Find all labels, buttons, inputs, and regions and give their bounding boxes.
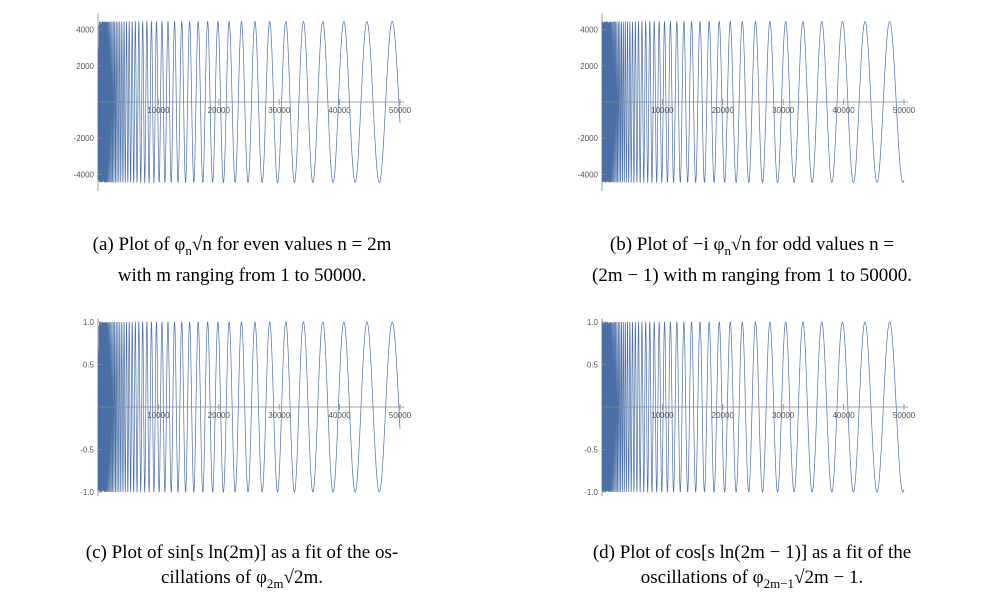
x-tick-label: 40000 bbox=[832, 411, 855, 420]
x-tick-label: 30000 bbox=[268, 106, 291, 115]
x-tick-label: 20000 bbox=[208, 411, 231, 420]
x-tick-label: 50000 bbox=[893, 106, 916, 115]
x-tick-label: 10000 bbox=[651, 106, 674, 115]
y-tick-label: 1.0 bbox=[83, 318, 95, 327]
x-tick-label: 50000 bbox=[893, 411, 916, 420]
y-tick-label: 0.5 bbox=[83, 361, 95, 370]
y-tick-label: 4000 bbox=[76, 26, 94, 35]
x-tick-label: 30000 bbox=[268, 411, 291, 420]
y-tick-label: 4000 bbox=[580, 26, 598, 35]
caption-b: (b) Plot of −i φn√n for odd values n = (… bbox=[592, 234, 912, 286]
y-tick-label: -0.5 bbox=[80, 446, 94, 455]
chart-c: 10000 20000 30000 40000 50000 1.0 0.5 -0.5 -1.0 bbox=[80, 318, 412, 497]
x-tick-label: 10000 bbox=[651, 411, 674, 420]
x-tick-label: 30000 bbox=[772, 106, 795, 115]
y-tick-label: 0.5 bbox=[587, 361, 599, 370]
x-tick-label: 20000 bbox=[712, 106, 735, 115]
y-tick-label: -1.0 bbox=[584, 488, 598, 497]
x-tick-label: 50000 bbox=[389, 106, 412, 115]
x-tick-label: 40000 bbox=[328, 106, 351, 115]
y-tick-label: -4000 bbox=[74, 170, 95, 179]
series-line bbox=[601, 320, 905, 494]
x-tick-label: 50000 bbox=[389, 411, 412, 420]
chart-b: 10000 20000 30000 40000 50000 4000 2000 -2000 -4… bbox=[578, 13, 916, 191]
y-tick-label: -0.5 bbox=[584, 446, 598, 455]
x-tick-label: 40000 bbox=[328, 411, 351, 420]
y-tick-label: -4000 bbox=[578, 170, 599, 179]
y-tick-label: -2000 bbox=[578, 134, 599, 143]
chart-panel-c: 10000 20000 30000 40000 50000 1.0 0.5 -0.5 -1.0 bbox=[60, 310, 420, 510]
x-tick-label: 20000 bbox=[712, 411, 735, 420]
caption-a: (a) Plot of φn√n for even values n = 2m … bbox=[92, 234, 392, 286]
x-tick-label: 30000 bbox=[772, 411, 795, 420]
chart-a: 10000 20000 30000 40000 50000 4000 2000 -2000 -4… bbox=[74, 13, 412, 191]
y-tick-label: 1.0 bbox=[587, 318, 599, 327]
x-tick-label: 40000 bbox=[832, 106, 855, 115]
chart-panel-a: 10000 20000 30000 40000 50000 4000 2000 -2000 -4… bbox=[60, 5, 420, 205]
x-tick-label: 20000 bbox=[208, 106, 231, 115]
chart-d: 10000 20000 30000 40000 50000 1.0 0.5 -0.5 -1.0 bbox=[584, 318, 916, 497]
y-tick-label: 2000 bbox=[580, 62, 598, 71]
x-tick-label: 10000 bbox=[147, 411, 170, 420]
caption-d: (d) Plot of cos[s ln(2m − 1)] as a fit o… bbox=[592, 542, 912, 591]
y-tick-label: -2000 bbox=[74, 134, 95, 143]
series-line bbox=[97, 20, 401, 184]
y-tick-label: 2000 bbox=[76, 62, 94, 71]
chart-panel-b: 10000 20000 30000 40000 50000 4000 2000 -2000 -4… bbox=[564, 5, 924, 205]
y-tick-label: -1.0 bbox=[80, 488, 94, 497]
x-tick-label: 10000 bbox=[147, 106, 170, 115]
caption-c: (c) Plot of sin[s ln(2m)] as a fit of th… bbox=[85, 542, 399, 591]
series-line bbox=[97, 320, 401, 494]
chart-panel-d: 10000 20000 30000 40000 50000 1.0 0.5 -0.5 -1.0 bbox=[564, 310, 924, 510]
series-line bbox=[601, 20, 905, 184]
